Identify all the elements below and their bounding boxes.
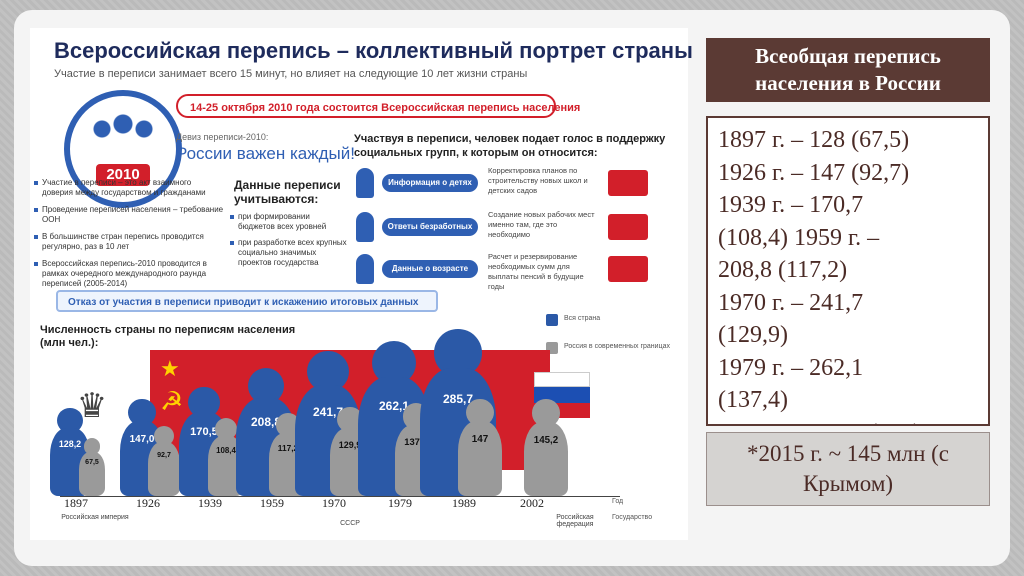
era-empire: Российская империя — [61, 514, 129, 521]
legend-label: Россия в современных границах — [564, 343, 670, 350]
chart-legend: Вся страна Россия в современных границах — [546, 312, 686, 368]
group-row-unemployed: Ответы безработных Создание новых рабочи… — [356, 208, 676, 248]
census-line: 1970 г. – 241,7 — [718, 289, 864, 316]
year-tick-label: 2002 — [520, 496, 544, 510]
legend-item-all: Вся страна — [546, 312, 686, 340]
year-tick-label: 1989 — [452, 496, 476, 510]
person-head — [153, 425, 175, 446]
census-line: (137,4) — [718, 387, 788, 413]
year-tick-label: 1970 — [322, 496, 346, 510]
census-infographic: Всероссийская перепись – коллективный по… — [30, 28, 693, 540]
motto: России важен каждый! — [176, 144, 355, 163]
census-line: 1939 г. – 170,7 — [718, 192, 864, 218]
star-icon: ★ — [160, 356, 180, 381]
group-label: Информация о детях — [382, 174, 478, 192]
bullet-item: Проведение переписей населения – требова… — [34, 205, 224, 225]
era-ussr: СССР — [340, 520, 360, 527]
infographic-subtitle: Участие в переписи занимает всего 15 мин… — [54, 68, 528, 80]
population-chart: ★ ☭ ♛ Год Государство Российская империя… — [30, 328, 688, 540]
axis-label-state: Государство — [612, 514, 653, 521]
panel-heading: Всеобщая перепись населения в России — [706, 38, 990, 102]
census-line: (129,9) — [718, 322, 788, 348]
figure-russia-1897: 67,5 — [78, 438, 106, 496]
group-label: Ответы безработных — [382, 218, 478, 236]
school-icon — [608, 170, 648, 196]
group-row-children: Информация о детях Корректировка планов … — [356, 164, 676, 204]
axis-label-year: Год — [612, 498, 624, 505]
legend-label: Вся страна — [564, 315, 601, 322]
date-banner: 14-25 октября 2010 года состоится Всерос… — [176, 94, 580, 118]
data-item: при формировании бюджетов всех уровней — [230, 212, 348, 232]
data-item: при разработке всех крупных социально зн… — [230, 238, 348, 268]
figure-russia-1926: 92,7 — [147, 425, 181, 496]
infographic-title: Всероссийская перепись – коллективный по… — [54, 38, 693, 63]
person-value-label: 67,5 — [78, 451, 106, 496]
person-value-label: 147 — [457, 421, 503, 496]
group-desc: Корректировка планов по строительству но… — [488, 166, 588, 195]
person-head — [83, 438, 101, 455]
year-tick-label: 1979 — [388, 496, 412, 510]
elderly-person-icon — [356, 254, 374, 284]
money-icon — [608, 256, 648, 282]
person-value-label: 92,7 — [147, 442, 181, 496]
census-logo: 2010 — [64, 90, 182, 208]
person-icon — [356, 168, 374, 198]
year-tick-label: 1926 — [136, 496, 160, 510]
census-list-panel: 1897 г. – 128 (67,5) 1926 г. – 147 (92,7… — [706, 116, 990, 426]
group-label: Данные о возрасте — [382, 260, 478, 278]
data-list: при формировании бюджетов всех уровней п… — [230, 212, 348, 274]
year-tick-label: 1897 — [64, 496, 88, 510]
hammer-sickle-icon: ☭ — [160, 386, 184, 416]
bullet-item: Участие в переписи – это акт взаимного д… — [34, 178, 224, 198]
person-head — [276, 413, 300, 437]
person-icon — [356, 212, 374, 242]
data-heading: Данные переписи учитываются: — [234, 178, 341, 206]
panel-note: *2015 г. ~ 145 млн (с Крымом) — [706, 432, 990, 506]
motto-label: Девиз переписи-2010: — [176, 132, 269, 142]
bullet-item: В большинстве стран перепись проводится … — [34, 232, 224, 252]
census-line: 1926 г. – 147 (92,7) — [718, 159, 910, 186]
group-desc: Расчет и резервирование необходимых сумм… — [488, 252, 584, 291]
people-icon — [88, 114, 158, 164]
group-desc: Создание новых рабочих мест именно там, … — [488, 210, 595, 239]
chart-heading: Численность страны по переписям населени… — [40, 324, 296, 349]
era-rf: Российская федерация — [556, 514, 594, 528]
group-row-age: Данные о возрасте Расчет и резервировани… — [356, 250, 676, 291]
person-head — [214, 417, 238, 441]
census-line: 1989 г. – 285,7 (147) — [718, 417, 978, 425]
year-tick-label: 1959 — [260, 496, 284, 510]
year-tick-label: 1939 — [198, 496, 222, 510]
census-line: 208,8 (117,2) — [718, 257, 848, 283]
census-line: (108,4) 1959 г. – — [718, 224, 880, 251]
census-line: 1979 г. – 262,1 — [718, 354, 864, 381]
census-line: 1897 г. – 128 (67,5) — [718, 127, 910, 153]
factory-icon — [608, 214, 648, 240]
legend-swatch — [546, 314, 558, 326]
figure-russia-2002: 145,2 — [523, 399, 569, 496]
logo-year: 2010 — [96, 164, 150, 186]
chart-baseline — [60, 496, 620, 497]
refusal-banner: Отказ от участия в переписи приводит к и… — [56, 290, 438, 312]
figure-russia-1989: 147 — [457, 398, 503, 497]
info-bullets: Участие в переписи – это акт взаимного д… — [34, 178, 224, 296]
groups-heading: Участвуя в переписи, человек подает голо… — [354, 133, 666, 159]
person-value-label: 145,2 — [523, 421, 569, 496]
bullet-item: Всероссийская перепись-2010 проводится в… — [34, 259, 224, 289]
